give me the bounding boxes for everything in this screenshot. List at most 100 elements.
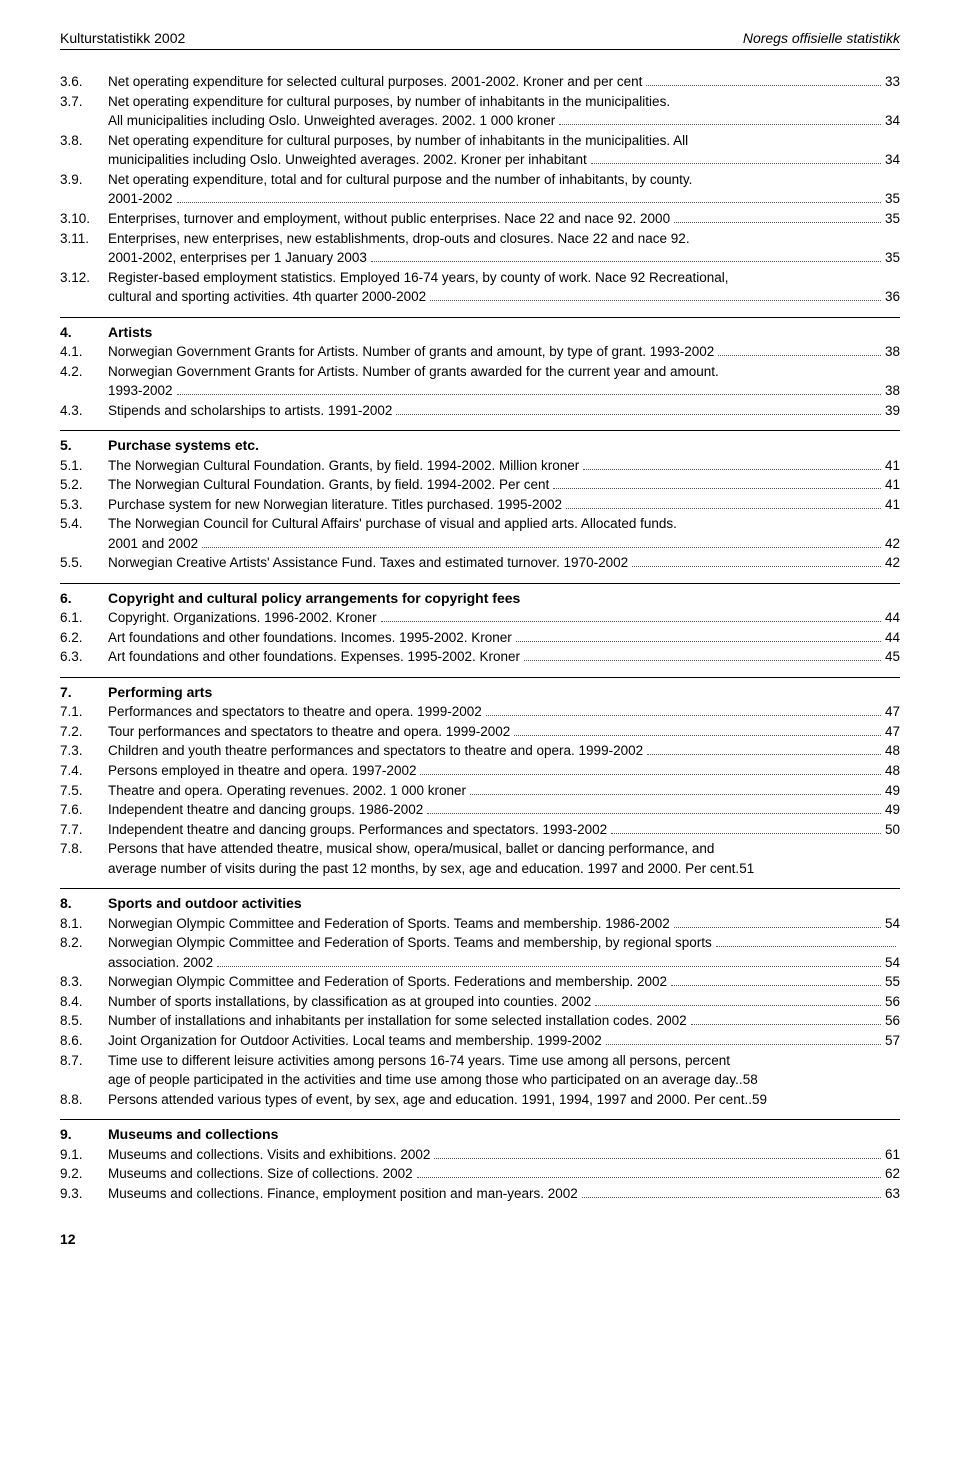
toc-entry-text: Art foundations and other foundations. E… xyxy=(108,647,520,667)
toc-entry: 4.2.Norwegian Government Grants for Arti… xyxy=(60,362,900,382)
toc-leader xyxy=(486,703,881,717)
header-right: Noregs offisielle statistikk xyxy=(743,30,900,46)
toc-entry: 9.3.Museums and collections. Finance, em… xyxy=(60,1184,900,1204)
toc-entry-number: 6.3. xyxy=(60,647,108,667)
toc-entry-page: 56 xyxy=(885,992,900,1012)
toc-entry-page: 38 xyxy=(885,381,900,401)
table-of-contents: 3.6.Net operating expenditure for select… xyxy=(60,72,900,1203)
toc-entry-page: 33 xyxy=(885,72,900,92)
toc-entry: 7.7.Independent theatre and dancing grou… xyxy=(60,820,900,840)
toc-entry-text: Children and youth theatre performances … xyxy=(108,741,643,761)
toc-entry-number: 3.10. xyxy=(60,209,108,229)
toc-entry-page: 38 xyxy=(885,342,900,362)
section-title: Artists xyxy=(108,322,152,342)
toc-entry-number: 3.12. xyxy=(60,268,108,288)
toc-entry-page: 35 xyxy=(885,248,900,268)
toc-entry-page: 41 xyxy=(885,475,900,495)
toc-entry-text: Purchase system for new Norwegian litera… xyxy=(108,495,562,515)
toc-entry-page: 42 xyxy=(885,553,900,573)
toc-entry-text: Persons employed in theatre and opera. 1… xyxy=(108,761,416,781)
toc-leader xyxy=(566,495,881,509)
toc-entry-page: 44 xyxy=(885,608,900,628)
toc-entry-number: 9.3. xyxy=(60,1184,108,1204)
toc-entry-number: 9.2. xyxy=(60,1164,108,1184)
toc-entry-page: 41 xyxy=(885,495,900,515)
toc-entry-text: Performances and spectators to theatre a… xyxy=(108,702,482,722)
toc-entry-text: Time use to different leisure activities… xyxy=(108,1051,730,1071)
toc-entry: 5.5.Norwegian Creative Artists' Assistan… xyxy=(60,553,900,573)
toc-entry-text: Museums and collections. Visits and exhi… xyxy=(108,1145,430,1165)
toc-entry-text: All municipalities including Oslo. Unwei… xyxy=(108,111,555,131)
section-title: Performing arts xyxy=(108,682,212,702)
toc-leader xyxy=(516,628,881,642)
toc-entry: 3.8.Net operating expenditure for cultur… xyxy=(60,131,900,151)
toc-entry: 7.2.Tour performances and spectators to … xyxy=(60,722,900,742)
toc-leader xyxy=(434,1145,881,1159)
toc-leader xyxy=(177,382,881,396)
toc-leader xyxy=(632,554,881,568)
toc-entry-number: 7.3. xyxy=(60,741,108,761)
toc-entry-continuation: age of people participated in the activi… xyxy=(60,1070,900,1090)
toc-entry-page: 49 xyxy=(885,800,900,820)
toc-entry-text: Net operating expenditure for selected c… xyxy=(108,72,642,92)
toc-leader xyxy=(371,249,881,263)
toc-entry-page: 54 xyxy=(885,914,900,934)
toc-entry: 7.3.Children and youth theatre performan… xyxy=(60,741,900,761)
toc-entry: 8.7.Time use to different leisure activi… xyxy=(60,1051,900,1071)
toc-entry-continuation: cultural and sporting activities. 4th qu… xyxy=(60,287,900,307)
toc-entry-number: 3.11. xyxy=(60,229,108,249)
toc-leader xyxy=(420,761,881,775)
toc-leader xyxy=(559,112,881,126)
section-title: Purchase systems etc. xyxy=(108,435,259,455)
toc-entry-number: 5.3. xyxy=(60,495,108,515)
toc-entry-page: 49 xyxy=(885,781,900,801)
toc-leader xyxy=(583,456,881,470)
toc-entry-text: Register-based employment statistics. Em… xyxy=(108,268,729,288)
toc-entry-continuation: average number of visits during the past… xyxy=(60,859,900,879)
toc-leader xyxy=(582,1184,881,1198)
section-separator xyxy=(60,583,900,584)
toc-entry: 7.4.Persons employed in theatre and oper… xyxy=(60,761,900,781)
toc-entry-text: The Norwegian Cultural Foundation. Grant… xyxy=(108,456,579,476)
toc-entry-text: Norwegian Olympic Committee and Federati… xyxy=(108,972,667,992)
toc-entry-text: municipalities including Oslo. Unweighte… xyxy=(108,150,587,170)
toc-entry-number: 8.1. xyxy=(60,914,108,934)
toc-entry-text: Norwegian Creative Artists' Assistance F… xyxy=(108,553,628,573)
toc-entry: 3.10.Enterprises, turnover and employmen… xyxy=(60,209,900,229)
toc-entry: 8.8.Persons attended various types of ev… xyxy=(60,1090,900,1110)
toc-entry-text: Net operating expenditure, total and for… xyxy=(108,170,692,190)
toc-entry-number: 5.1. xyxy=(60,456,108,476)
toc-entry-number: 8.6. xyxy=(60,1031,108,1051)
section-heading: 5.Purchase systems etc. xyxy=(60,435,900,455)
toc-entry-number: 8.2. xyxy=(60,933,108,953)
toc-entry: 7.8.Persons that have attended theatre, … xyxy=(60,839,900,859)
toc-entry-page: 44 xyxy=(885,628,900,648)
toc-entry-text: Number of sports installations, by class… xyxy=(108,992,591,1012)
toc-entry: 5.3.Purchase system for new Norwegian li… xyxy=(60,495,900,515)
toc-entry: 3.7.Net operating expenditure for cultur… xyxy=(60,92,900,112)
toc-entry-text: Theatre and opera. Operating revenues. 2… xyxy=(108,781,466,801)
toc-entry: 7.5.Theatre and opera. Operating revenue… xyxy=(60,781,900,801)
toc-entry-continuation: municipalities including Oslo. Unweighte… xyxy=(60,150,900,170)
toc-entry-page: 36 xyxy=(885,287,900,307)
toc-leader xyxy=(470,781,881,795)
toc-entry-page: 34 xyxy=(885,150,900,170)
toc-entry-continuation: 2001-2002, enterprises per 1 January 200… xyxy=(60,248,900,268)
toc-leader xyxy=(177,190,881,204)
toc-leader xyxy=(674,209,881,223)
page-header: Kulturstatistikk 2002 Noregs offisielle … xyxy=(60,30,900,50)
toc-entry-text: Independent theatre and dancing groups. … xyxy=(108,800,423,820)
toc-entry-number: 5.5. xyxy=(60,553,108,573)
toc-leader xyxy=(553,476,881,490)
toc-entry-number: 7.7. xyxy=(60,820,108,840)
toc-leader xyxy=(514,722,881,736)
toc-entry-text: Tour performances and spectators to thea… xyxy=(108,722,510,742)
toc-entry: 9.2.Museums and collections. Size of col… xyxy=(60,1164,900,1184)
section-number: 9. xyxy=(60,1124,108,1144)
section-separator xyxy=(60,317,900,318)
toc-entry-number: 7.8. xyxy=(60,839,108,859)
toc-entry: 5.2.The Norwegian Cultural Foundation. G… xyxy=(60,475,900,495)
toc-entry: 8.4.Number of sports installations, by c… xyxy=(60,992,900,1012)
section-title: Sports and outdoor activities xyxy=(108,893,302,913)
toc-entry-page: 62 xyxy=(885,1164,900,1184)
